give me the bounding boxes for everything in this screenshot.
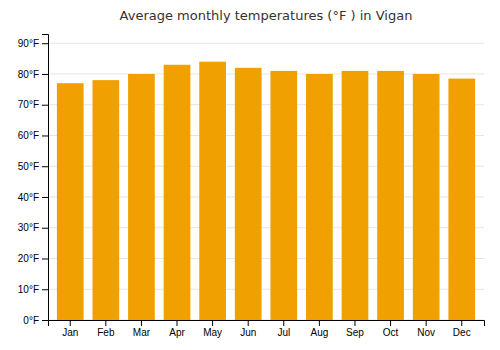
tick-mark [42, 258, 48, 259]
tick-label: 40°F [18, 192, 39, 203]
tick-mark [105, 320, 106, 326]
bar [128, 74, 155, 320]
bar [342, 71, 369, 320]
bar [57, 83, 84, 320]
x-tick: Mar [133, 320, 151, 338]
axis-line [42, 35, 49, 321]
tick-mark [390, 320, 391, 326]
x-axis: Jan Feb Mar Apr May Jun Jul Aug Sep Oct Nov Dec [49, 320, 485, 338]
bar [235, 68, 262, 320]
tick-mark [42, 289, 48, 290]
y-tick: 40°F [18, 192, 48, 203]
chart: 0°F 10°F 20°F 30°F 40°F 50°F 60°F 70°F 80°F 90°F J… [0, 0, 500, 350]
x-tick: Feb [97, 320, 115, 338]
tick-mark [42, 43, 48, 44]
y-axis: 0°F 10°F 20°F 30°F 40°F 50°F 60°F 70°F 80°F 90°F [18, 35, 49, 326]
grid [48, 43, 484, 320]
tick-mark [141, 320, 142, 326]
tick-label: Aug [310, 327, 328, 338]
tick-label: Oct [383, 327, 399, 338]
tick-label: Jun [240, 327, 256, 338]
x-tick: Dec [453, 320, 471, 338]
bar [92, 80, 119, 320]
bars [57, 62, 475, 320]
tick-mark [426, 320, 427, 326]
tick-mark [42, 74, 48, 75]
bar [413, 74, 440, 320]
y-tick: 80°F [18, 69, 48, 80]
y-tick: 50°F [18, 161, 48, 172]
y-tick: 90°F [18, 38, 48, 49]
bar [164, 65, 191, 320]
x-tick: Aug [310, 320, 328, 338]
bar [199, 62, 226, 320]
tick-label: 70°F [18, 99, 39, 110]
y-tick: 10°F [18, 284, 48, 295]
tick-label: 0°F [23, 315, 39, 326]
tick-mark [177, 320, 178, 326]
x-tick: Nov [417, 320, 435, 338]
tick-mark [42, 228, 48, 229]
y-tick: 20°F [18, 253, 48, 264]
bar [270, 71, 297, 320]
tick-mark [42, 166, 48, 167]
tick-label: 80°F [18, 69, 39, 80]
grid-line [48, 43, 484, 44]
tick-label: Dec [453, 327, 471, 338]
tick-label: 10°F [18, 284, 39, 295]
tick-label: Nov [417, 327, 435, 338]
tick-label: 50°F [18, 161, 39, 172]
tick-label: 90°F [18, 38, 39, 49]
title: Average monthly temperatures (°F ) in Vi… [120, 8, 413, 23]
y-tick: 70°F [18, 99, 48, 110]
x-tick: May [203, 320, 222, 338]
bar [306, 74, 333, 320]
plot: 0°F 10°F 20°F 30°F 40°F 50°F 60°F 70°F 80°F 90°F J… [18, 35, 485, 339]
tick-mark [70, 320, 71, 326]
x-tick: Apr [169, 320, 185, 338]
x-tick: Jun [240, 320, 256, 338]
x-tick: Jan [62, 320, 78, 338]
tick-mark [42, 197, 48, 198]
tick-label: 30°F [18, 222, 39, 233]
x-tick: Sep [346, 320, 364, 338]
y-tick: 60°F [18, 130, 48, 141]
tick-mark [212, 320, 213, 326]
tick-mark [461, 320, 462, 326]
tick-mark [248, 320, 249, 326]
tick-mark [354, 320, 355, 326]
tick-mark [319, 320, 320, 326]
x-tick: Jul [277, 320, 290, 338]
bar [448, 79, 475, 320]
tick-label: Jan [62, 327, 78, 338]
tick-label: May [203, 327, 222, 338]
tick-label: Sep [346, 327, 364, 338]
bar [377, 71, 404, 320]
y-tick: 0°F [23, 315, 48, 326]
y-tick: 30°F [18, 222, 48, 233]
tick-label: 60°F [18, 130, 39, 141]
tick-label: Jul [277, 327, 290, 338]
tick-label: Apr [169, 327, 185, 338]
tick-mark [42, 135, 48, 136]
tick-mark [42, 105, 48, 106]
tick-label: Feb [97, 327, 115, 338]
tick-mark [283, 320, 284, 326]
tick-label: 20°F [18, 253, 39, 264]
x-tick: Oct [383, 320, 399, 338]
tick-label: Mar [133, 327, 151, 338]
tick-mark [42, 320, 48, 321]
axis-line [49, 321, 485, 327]
